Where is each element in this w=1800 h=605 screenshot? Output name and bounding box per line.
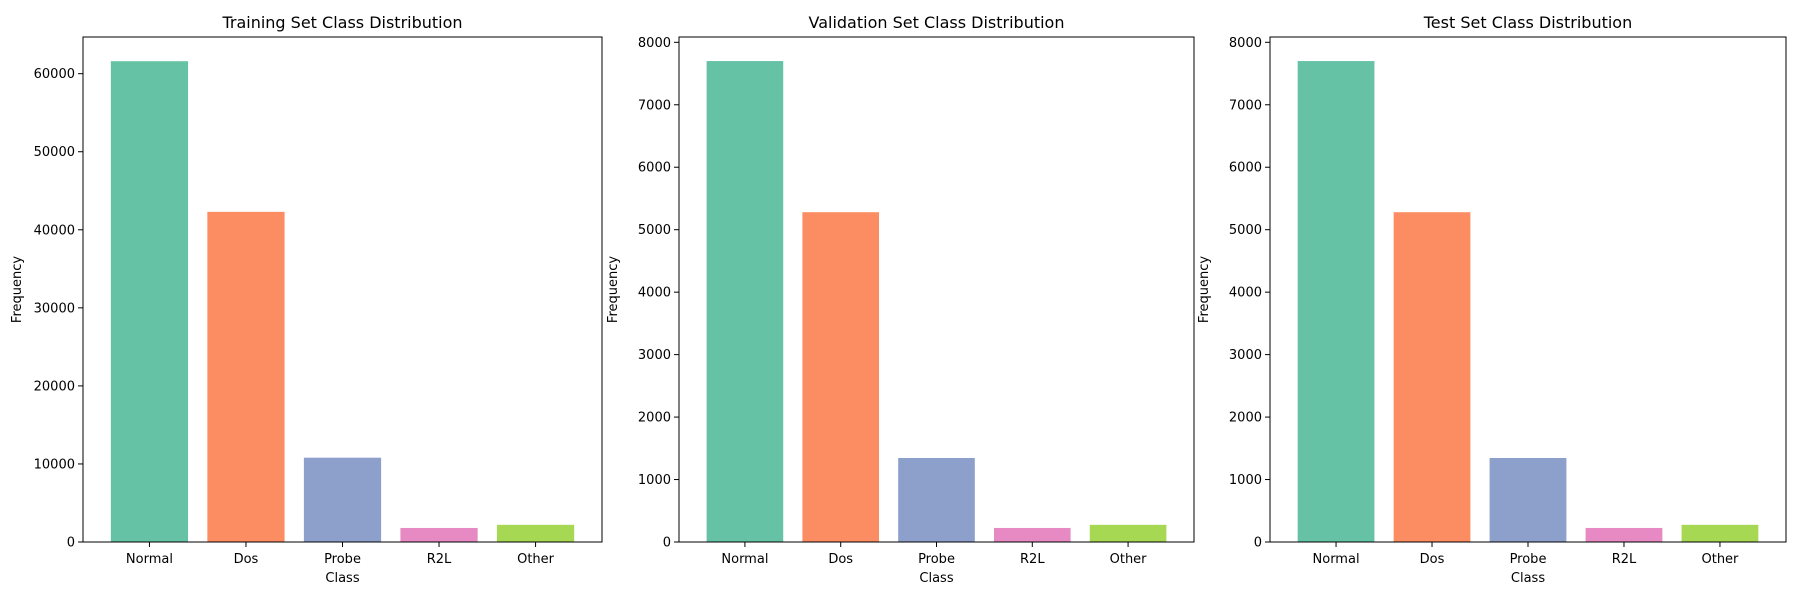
x-axis-label: Class: [919, 571, 953, 586]
y-tick-label: 20000: [34, 379, 75, 394]
bar-other: [1089, 524, 1167, 542]
axes-frame: [82, 36, 603, 543]
y-tick-label: 6000: [1229, 161, 1262, 176]
y-axis-label: Frequency: [10, 256, 25, 323]
chart-panel-3: Normal Dos Probe R2L Other 0 1000 2000 3000 4000 5…: [1197, 13, 1787, 586]
y-tick-label: 8000: [638, 36, 671, 51]
y-tick-label: 3000: [1229, 348, 1262, 363]
y-tick-label: 6000: [638, 161, 671, 176]
y-tick-label: 2000: [638, 411, 671, 426]
bar-normal: [706, 61, 784, 543]
bar-other: [1681, 524, 1759, 542]
x-tick-label: Probe: [1510, 552, 1547, 567]
x-tick-label: Other: [1110, 552, 1148, 567]
bar-dos: [207, 211, 285, 542]
x-tick-label: Dos: [828, 552, 853, 567]
x-tick-label: Dos: [234, 552, 259, 567]
y-axis-label: Frequency: [1197, 256, 1212, 323]
y-tick-label: 0: [67, 536, 75, 551]
x-tick-label: Other: [1701, 552, 1739, 567]
bar-r2l: [993, 527, 1071, 542]
y-tick-label: 4000: [1229, 286, 1262, 301]
chart-panel-1: Normal Dos Probe R2L Other 0 10000 20000 30000 40…: [10, 13, 603, 586]
y-tick-label: 5000: [638, 223, 671, 238]
y-tick-label: 0: [1254, 536, 1262, 551]
axes-frame: [1269, 36, 1787, 543]
y-tick-label: 7000: [1229, 98, 1262, 113]
bar-probe: [898, 457, 975, 542]
chart-title: Training Set Class Distribution: [221, 13, 462, 32]
chart-title: Test Set Class Distribution: [1423, 13, 1632, 32]
x-axis-label: Class: [1511, 571, 1545, 586]
bar-r2l: [400, 527, 478, 542]
x-tick-label: Probe: [324, 552, 361, 567]
y-tick-label: 0: [663, 536, 671, 551]
y-tick-label: 7000: [638, 98, 671, 113]
y-tick-label: 1000: [638, 473, 671, 488]
bar-probe: [1489, 457, 1567, 542]
y-tick-label: 5000: [1229, 223, 1262, 238]
y-tick-label: 2000: [1229, 411, 1262, 426]
y-tick-label: 3000: [638, 348, 671, 363]
x-axis-label: Class: [325, 571, 359, 586]
y-tick-label: 50000: [34, 145, 75, 160]
x-tick-label: Dos: [1420, 552, 1445, 567]
x-tick-label: R2L: [427, 552, 452, 567]
x-tick-label: Normal: [126, 552, 173, 567]
y-tick-label: 30000: [34, 301, 75, 316]
bar-other: [496, 524, 575, 542]
x-tick-label: R2L: [1020, 552, 1045, 567]
x-tick-label: Other: [517, 552, 555, 567]
y-tick-label: 8000: [1229, 36, 1262, 51]
chart-title: Validation Set Class Distribution: [809, 13, 1065, 32]
bar-probe: [303, 457, 382, 542]
y-tick-label: 10000: [34, 457, 75, 472]
bar-normal: [110, 61, 189, 542]
x-tick-label: Probe: [918, 552, 955, 567]
y-tick-label: 1000: [1229, 473, 1262, 488]
bar-dos: [1393, 212, 1471, 542]
chart-panel-2: Normal Dos Probe R2L Other 0 1000 2000 3000 4000 5…: [606, 13, 1195, 586]
y-tick-label: 4000: [638, 286, 671, 301]
bar-r2l: [1585, 527, 1663, 542]
y-tick-label: 40000: [34, 223, 75, 238]
bar-normal: [1297, 61, 1375, 543]
bar-dos: [802, 212, 880, 542]
x-tick-label: Normal: [1313, 552, 1360, 567]
x-tick-label: Normal: [721, 552, 768, 567]
y-axis-label: Frequency: [606, 256, 621, 323]
x-tick-label: R2L: [1612, 552, 1637, 567]
y-tick-label: 60000: [34, 67, 75, 82]
axes-frame: [678, 36, 1195, 543]
